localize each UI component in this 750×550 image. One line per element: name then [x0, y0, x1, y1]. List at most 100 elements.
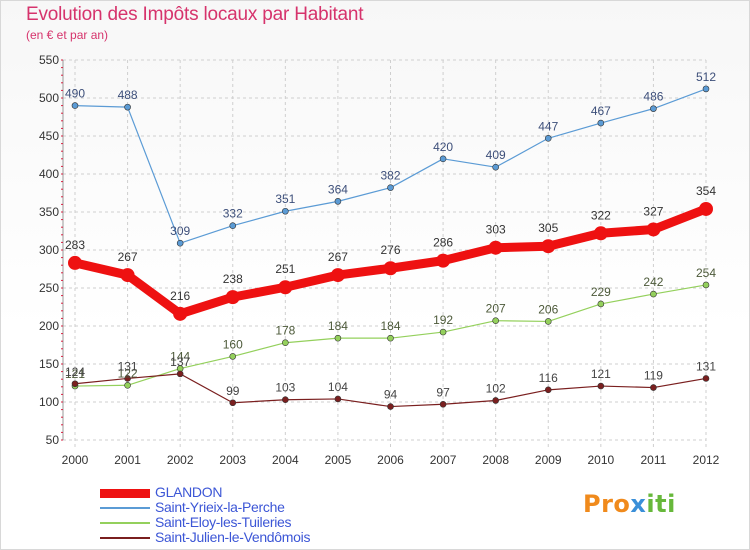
data-point — [124, 381, 131, 389]
data-point — [278, 280, 293, 295]
data-point — [439, 400, 447, 408]
data-point — [702, 85, 710, 93]
data-point — [71, 380, 79, 388]
data-point — [387, 184, 394, 191]
data-label: 216 — [170, 289, 190, 303]
data-point — [225, 290, 240, 305]
x-tick-label: 2004 — [272, 453, 299, 467]
data-label: 276 — [380, 243, 400, 257]
data-label: 178 — [275, 324, 295, 338]
data-point — [334, 395, 342, 403]
data-label: 119 — [644, 369, 663, 383]
data-point — [544, 318, 552, 325]
data-point — [229, 353, 237, 360]
data-point — [492, 397, 499, 404]
logo-part-1: Pro — [583, 490, 631, 518]
y-tick-label: 550 — [39, 53, 59, 67]
data-point — [439, 328, 447, 336]
data-point — [699, 201, 713, 216]
data-point — [176, 370, 184, 378]
data-label: 137 — [170, 355, 190, 369]
data-point — [544, 134, 552, 142]
y-tick-label: 500 — [39, 91, 59, 105]
data-label: 102 — [486, 381, 506, 395]
legend-label: Saint-Yrieix-la-Perche — [155, 499, 285, 515]
data-label: 364 — [328, 182, 348, 196]
data-point — [702, 281, 710, 289]
data-point — [282, 339, 289, 347]
data-point — [436, 253, 451, 268]
data-point — [387, 403, 394, 410]
data-label: 131 — [118, 359, 138, 373]
data-label: 254 — [696, 266, 716, 280]
data-label: 488 — [118, 88, 138, 102]
data-label: 322 — [591, 208, 611, 222]
data-point — [544, 386, 552, 394]
data-point — [334, 198, 342, 205]
data-label: 351 — [275, 192, 295, 206]
x-tick-label: 2000 — [62, 453, 89, 467]
data-point — [488, 240, 503, 255]
data-label: 251 — [275, 262, 295, 276]
data-label: 490 — [65, 87, 85, 101]
legend-swatch — [100, 507, 150, 509]
y-tick-label: 400 — [39, 167, 59, 181]
data-point — [702, 375, 710, 382]
data-label: 267 — [118, 250, 138, 264]
legend-label: Saint-Eloy-les-Tuileries — [155, 514, 292, 530]
x-tick-label: 2012 — [693, 453, 720, 467]
data-point — [229, 222, 237, 229]
data-point — [541, 239, 556, 254]
data-point — [492, 163, 499, 171]
proxiti-logo: Proxiti — [583, 490, 676, 518]
data-label: 97 — [436, 385, 450, 399]
data-point — [282, 396, 289, 404]
y-tick-label: 250 — [39, 281, 59, 295]
x-tick-label: 2006 — [377, 453, 404, 467]
y-tick-label: 200 — [39, 319, 59, 333]
data-label: 238 — [223, 272, 243, 286]
data-point — [387, 334, 394, 342]
data-label: 327 — [643, 204, 663, 218]
data-point — [173, 306, 188, 321]
data-label: 486 — [643, 90, 663, 104]
data-point — [597, 382, 605, 390]
data-label: 512 — [696, 70, 716, 84]
data-label: 303 — [486, 223, 506, 237]
data-label: 116 — [539, 371, 558, 385]
data-label: 124 — [65, 365, 85, 379]
data-label: 131 — [696, 359, 716, 373]
data-point — [593, 226, 608, 241]
y-tick-label: 350 — [39, 205, 59, 219]
data-label: 420 — [433, 140, 453, 154]
data-label: 229 — [591, 285, 611, 299]
x-tick-label: 2001 — [114, 453, 141, 467]
data-label: 286 — [433, 236, 453, 250]
data-point — [650, 384, 657, 391]
data-point — [282, 207, 289, 215]
chart-subtitle: (en € et par an) — [26, 28, 109, 42]
y-tick-label: 450 — [39, 129, 59, 143]
data-point — [383, 261, 398, 276]
y-tick-label: 50 — [46, 433, 60, 447]
data-label: 144 — [170, 350, 190, 364]
data-point — [646, 222, 661, 237]
data-point — [68, 255, 82, 270]
data-label: 206 — [538, 302, 558, 316]
data-point — [124, 103, 131, 111]
data-label: 103 — [275, 381, 295, 395]
data-label: 447 — [538, 119, 558, 133]
data-label: 94 — [384, 388, 398, 402]
data-label: 467 — [591, 104, 611, 118]
data-label: 267 — [328, 250, 348, 264]
data-point — [597, 300, 605, 308]
data-point — [650, 290, 657, 298]
chart-title: Evolution des Impôts locaux par Habitant — [26, 4, 364, 25]
data-point — [330, 268, 345, 283]
x-tick-label: 2010 — [587, 453, 614, 467]
legend-swatch — [100, 522, 150, 524]
data-label: 354 — [696, 184, 716, 198]
data-label: 207 — [486, 302, 506, 316]
x-tick-label: 2005 — [325, 453, 352, 467]
